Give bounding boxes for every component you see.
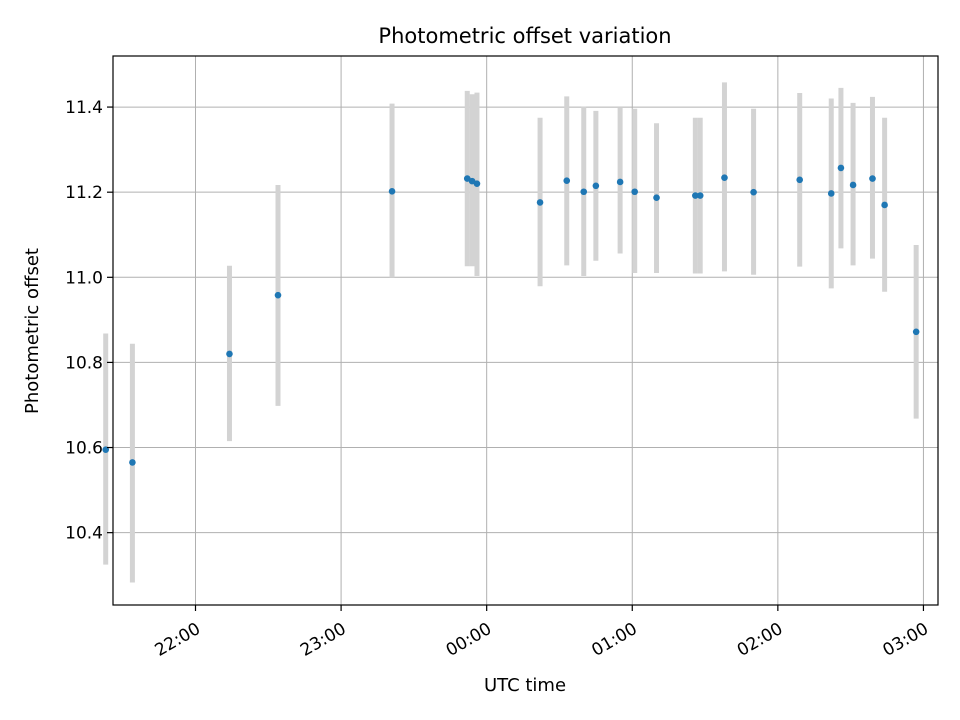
data-point — [912, 328, 920, 336]
data-point — [616, 178, 624, 186]
data-point — [463, 175, 471, 182]
y-tick-label: 10.6 — [65, 439, 103, 459]
data-point — [563, 177, 571, 184]
data-point — [837, 164, 845, 172]
data-point — [750, 188, 757, 196]
plot-frame — [112, 55, 939, 606]
y-tick-label: 11.2 — [65, 183, 103, 203]
data-point — [592, 182, 600, 190]
data-point — [721, 174, 728, 182]
data-point — [692, 192, 699, 199]
data-point — [631, 188, 638, 196]
data-point — [129, 459, 136, 466]
chart-title: Photometric offset variation — [378, 24, 671, 48]
y-tick-label: 10.8 — [65, 353, 103, 373]
data-point — [274, 291, 282, 299]
data-point — [849, 181, 857, 189]
data-point — [653, 194, 660, 202]
data-point — [881, 201, 888, 209]
data-point — [473, 180, 481, 187]
y-tick-label: 11.0 — [65, 268, 103, 288]
data-point — [580, 188, 588, 196]
y-tick-label: 11.4 — [65, 98, 103, 118]
data-point — [388, 188, 396, 195]
data-point — [796, 176, 803, 184]
y-axis-ticks: 10.4 10.6 10.8 11.0 11.2 11.4 — [65, 98, 113, 544]
y-tick-label: 10.4 — [65, 524, 103, 544]
data-point — [827, 190, 835, 197]
data-point — [226, 350, 233, 358]
data-point — [536, 199, 544, 206]
plot-area — [113, 56, 938, 605]
x-axis-title: UTC time — [484, 675, 566, 696]
y-axis-title: Photometric offset — [22, 248, 43, 414]
data-points — [102, 164, 920, 466]
data-point — [869, 175, 876, 182]
data-point — [696, 192, 704, 199]
data-point — [468, 177, 476, 185]
